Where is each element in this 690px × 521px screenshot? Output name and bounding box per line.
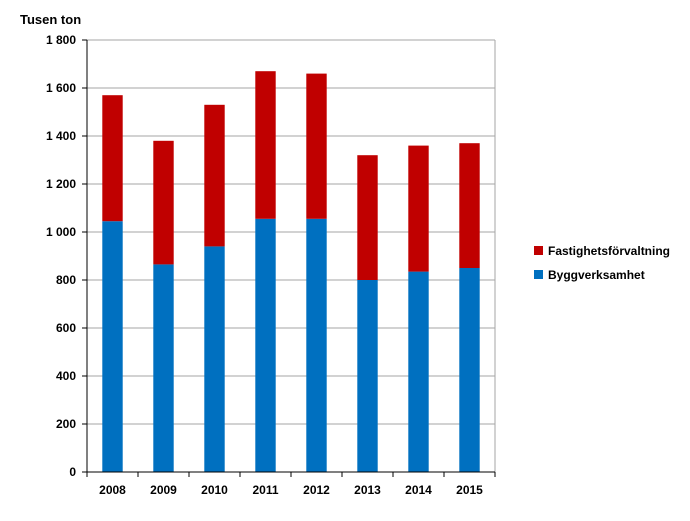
legend-label: Fastighetsförvaltning	[548, 244, 670, 258]
x-tick-label: 2014	[405, 483, 432, 497]
y-tick-label: 0	[69, 465, 76, 479]
axes	[86, 39, 496, 477]
bar-fastighetsf-rvaltning-2009	[153, 140, 174, 265]
bars	[102, 71, 480, 472]
bar-fastighetsf-rvaltning-2014	[408, 145, 429, 272]
y-tick-label: 1 600	[46, 81, 76, 95]
y-tick-label: 1 400	[46, 129, 76, 143]
bar-fastighetsf-rvaltning-2011	[255, 71, 276, 219]
x-tick-label: 2011	[252, 483, 278, 497]
bar-byggverksamhet-2008	[102, 221, 123, 472]
bar-byggverksamhet-2014	[408, 271, 429, 472]
y-tick-label: 200	[56, 417, 76, 431]
x-tick-label: 2008	[99, 483, 126, 497]
x-tick-label: 2015	[456, 483, 483, 497]
y-tick-label: 800	[56, 273, 76, 287]
bar-byggverksamhet-2013	[357, 280, 378, 472]
bar-byggverksamhet-2009	[153, 264, 174, 472]
bar-byggverksamhet-2012	[306, 218, 327, 472]
bar-byggverksamhet-2011	[255, 218, 276, 472]
bar-fastighetsf-rvaltning-2012	[306, 73, 327, 219]
legend: Fastighetsförvaltning Byggverksamhet	[534, 244, 670, 282]
legend-swatch	[534, 246, 543, 255]
y-tick-label: 400	[56, 369, 76, 383]
x-tick-label: 2012	[303, 483, 330, 497]
y-tick-label: 1 200	[46, 177, 76, 191]
gridlines	[82, 39, 495, 473]
y-axis-label: Tusen ton	[20, 12, 81, 27]
y-tick-labels: 0 200 400 600 800 1 000 1 200 1 400 1 600 1 800	[46, 33, 76, 479]
x-tick-label: 2009	[150, 483, 177, 497]
y-tick-label: 1 000	[46, 225, 76, 239]
bar-byggverksamhet-2010	[204, 246, 225, 472]
legend-label: Byggverksamhet	[548, 268, 645, 282]
x-tick-labels: 2008 2009 2010 2011 2012 2013 2014 2015	[99, 483, 483, 497]
bar-fastighetsf-rvaltning-2015	[459, 143, 480, 268]
bar-fastighetsf-rvaltning-2008	[102, 95, 123, 222]
bar-fastighetsf-rvaltning-2010	[204, 104, 225, 247]
legend-swatch	[534, 270, 543, 279]
bar-byggverksamhet-2015	[459, 268, 480, 472]
y-tick-label: 600	[56, 321, 76, 335]
x-tick-label: 2010	[201, 483, 228, 497]
y-tick-label: 1 800	[46, 33, 76, 47]
x-tick-label: 2013	[354, 483, 381, 497]
bar-fastighetsf-rvaltning-2013	[357, 155, 378, 280]
